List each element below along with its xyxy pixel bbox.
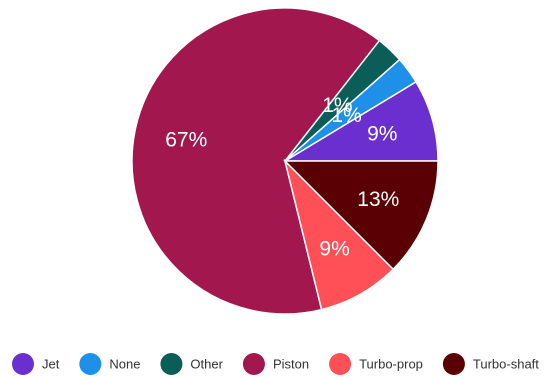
legend-item-turbo-prop[interactable]: Turbo-prop — [329, 353, 423, 375]
pie-slice-jet[interactable] — [282, 80, 439, 162]
legend-swatch — [242, 353, 265, 375]
slice-label-none: 1% — [331, 104, 361, 127]
slice-labels-layer: 9% 1%1% 67% 9% 13% — [165, 94, 399, 261]
slice-label-piston: 67% — [165, 128, 207, 151]
legend-item-none[interactable]: None — [79, 353, 140, 375]
legend-item-turbo-shaft[interactable]: Turbo-shaft — [442, 353, 539, 375]
legend-label: None — [109, 357, 140, 372]
legend-swatch — [442, 353, 465, 375]
slice-label-turbo-prop: 9% — [319, 237, 349, 260]
pie-slice-turbo-shaft[interactable] — [283, 160, 439, 271]
legend-item-jet[interactable]: Jet — [12, 353, 60, 375]
legend-swatch — [160, 353, 183, 375]
legend-item-piston[interactable]: Piston — [242, 353, 309, 375]
slices-layer — [131, 7, 439, 315]
legend: Jet None Other Piston Turbo-prop Turbo-shaft — [12, 353, 539, 375]
slice-label-turbo-shaft: 13% — [357, 188, 399, 211]
legend-label: Piston — [273, 357, 309, 372]
legend-label: Other — [190, 357, 223, 372]
pie-slice-piston[interactable] — [131, 7, 381, 315]
slice-label-other: 1% — [322, 94, 352, 117]
legend-label: Jet — [42, 357, 60, 372]
legend-item-other[interactable]: Other — [160, 353, 224, 375]
legend-swatch — [329, 353, 352, 375]
legend-label: Turbo-shaft — [473, 357, 539, 372]
legend-label: Turbo-prop — [359, 357, 423, 372]
legend-swatch — [12, 353, 34, 375]
slice-label-jet: 9% — [367, 122, 397, 145]
pie-slice-turbo-prop[interactable] — [283, 158, 395, 311]
legend-swatch — [79, 353, 102, 375]
